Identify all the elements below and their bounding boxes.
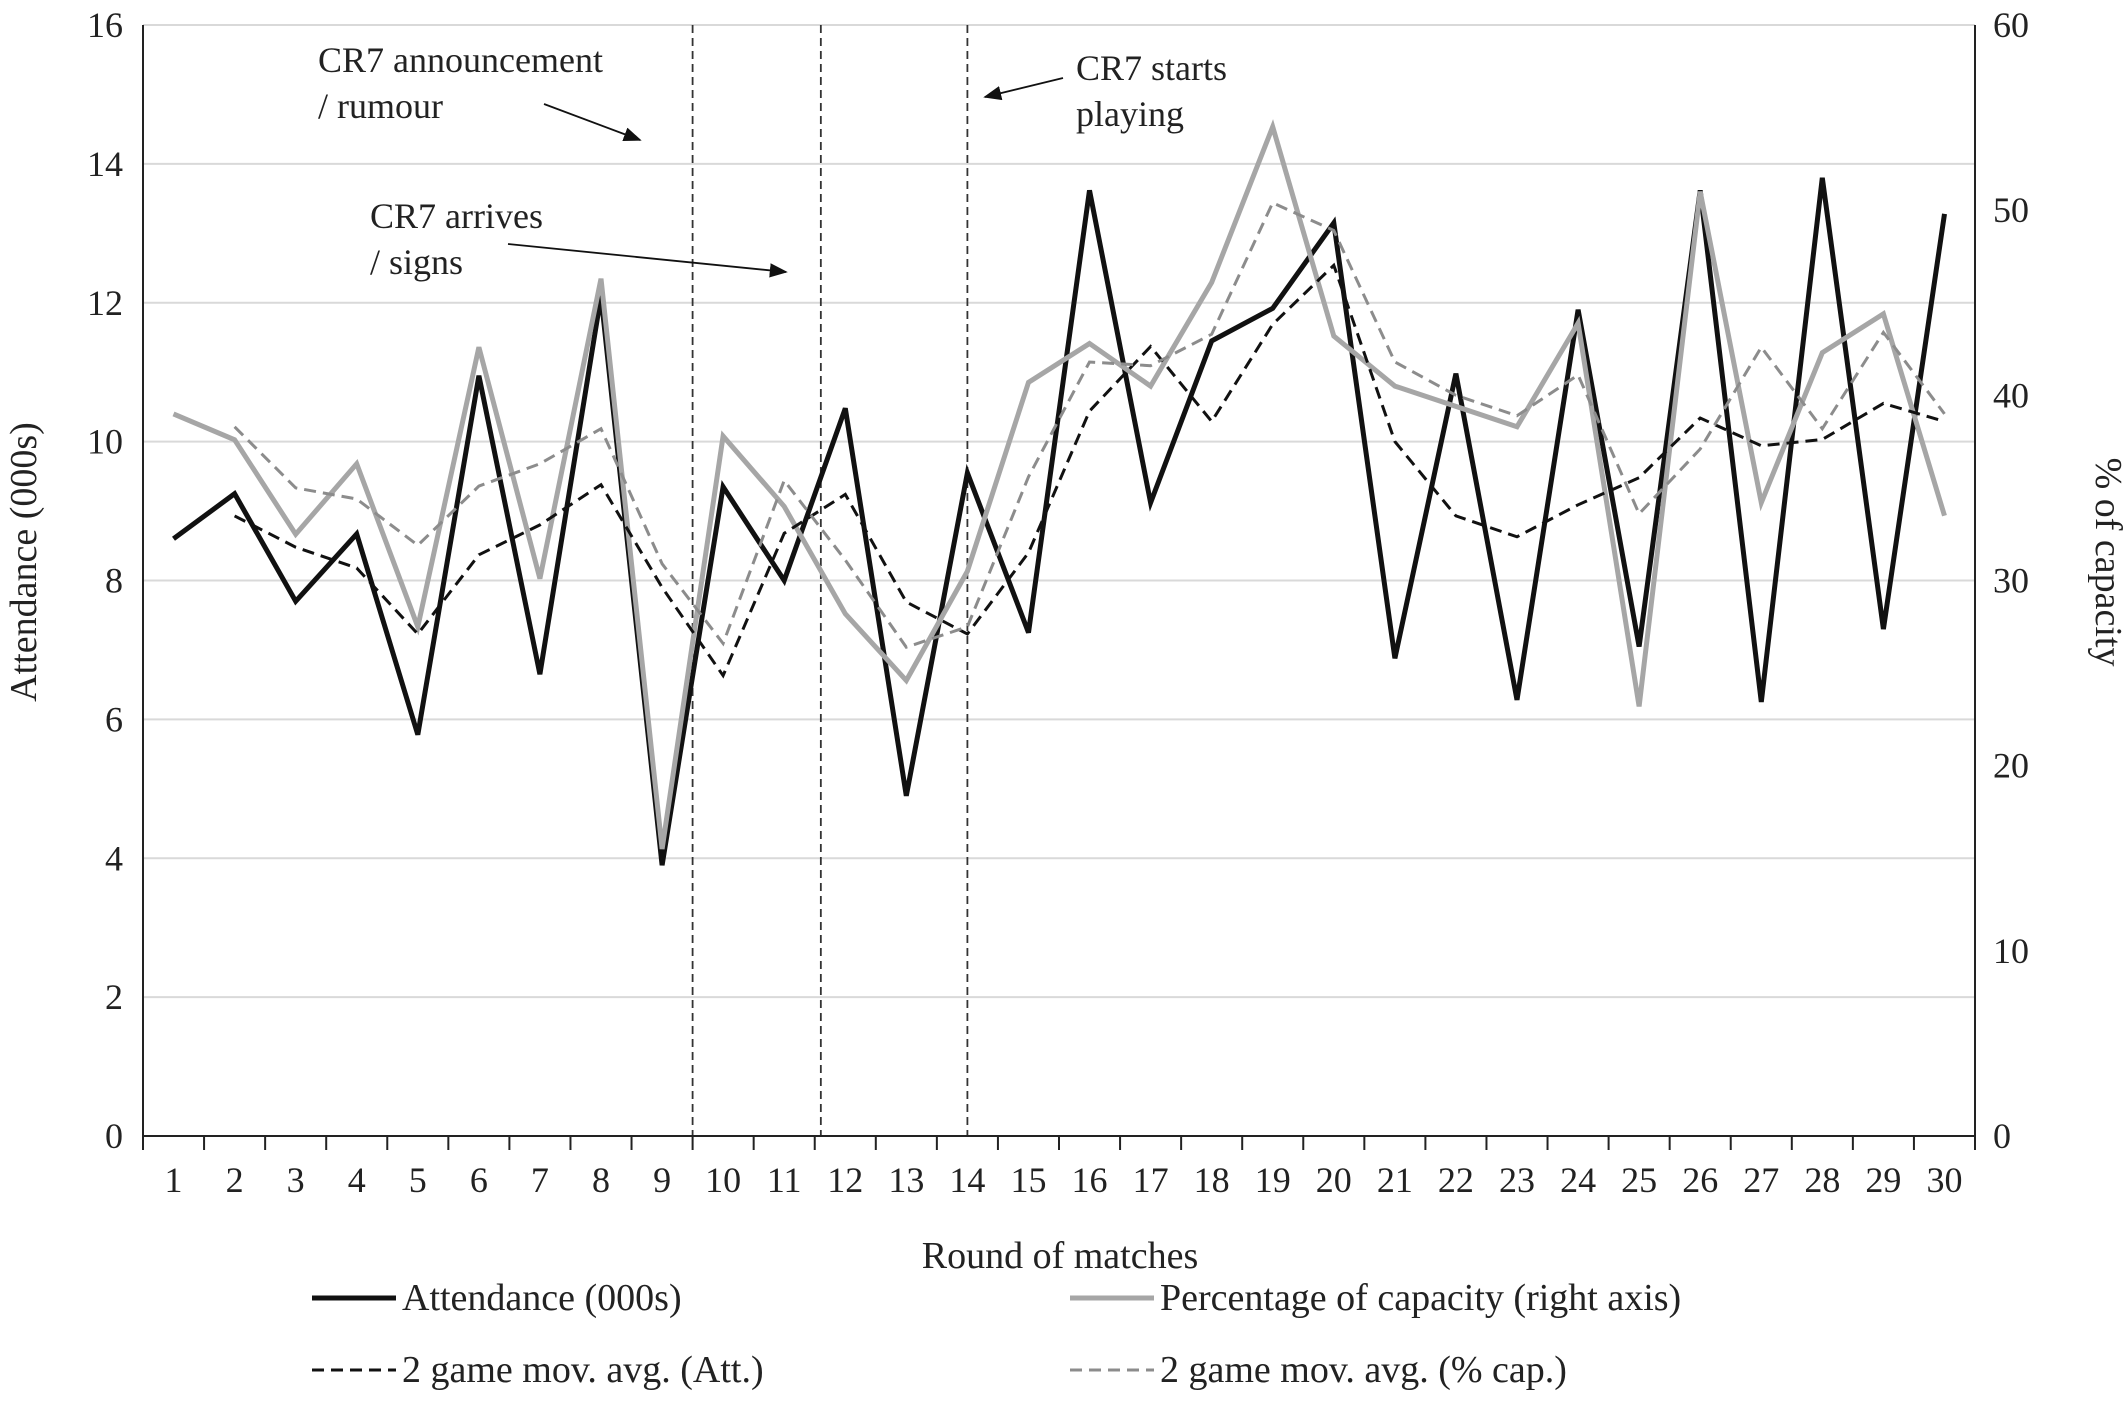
annotation-text-1-1: / signs: [370, 242, 463, 282]
x-tick-label: 28: [1804, 1160, 1840, 1200]
x-tick-label: 21: [1377, 1160, 1413, 1200]
y-tick-label: 6: [105, 699, 123, 739]
annotation-arrow-0: [543, 103, 642, 142]
x-tick-label: 26: [1682, 1160, 1718, 1200]
annotation-text-2-0: CR7 starts: [1076, 48, 1227, 88]
legend-label-1: Percentage of capacity (right axis): [1160, 1277, 1681, 1319]
series-line-3: [233, 200, 1946, 649]
annotations: CR7 announcement / rumour CR7 arrives / sig…: [318, 40, 1227, 282]
x-tick-label: 27: [1743, 1160, 1779, 1200]
series-line-2: [233, 262, 1945, 679]
annotation-text-2-1: playing: [1076, 94, 1184, 134]
series-line-0: [172, 177, 1947, 866]
x-tick-label: 8: [592, 1160, 610, 1200]
y-tick-label: 4: [105, 838, 123, 878]
x-tick-label: 11: [767, 1160, 802, 1200]
x-tick-label: 5: [409, 1160, 427, 1200]
annotation-text-0-1: / rumour: [318, 86, 443, 126]
x-tick-label: 19: [1255, 1160, 1291, 1200]
y-tick-label: 10: [87, 422, 123, 462]
x-tick-label: 29: [1865, 1160, 1901, 1200]
x-tick-label: 23: [1499, 1160, 1535, 1200]
y2-tick-label: 50: [1993, 190, 2029, 230]
x-tick-label: 4: [348, 1160, 366, 1200]
x-tick-label: 22: [1438, 1160, 1474, 1200]
legend: Attendance (000s) Percentage of capacity …: [312, 1277, 1681, 1391]
y2-tick-label: 30: [1993, 561, 2029, 601]
x-tick-label: 30: [1926, 1160, 1962, 1200]
x-tick-label: 24: [1560, 1160, 1596, 1200]
y2-tick-label: 0: [1993, 1116, 2011, 1156]
y2-tick-label: 60: [1993, 5, 2029, 45]
x-tick-label: 6: [470, 1160, 488, 1200]
x-tick-label: 14: [949, 1160, 985, 1200]
x-tick-label: 18: [1194, 1160, 1230, 1200]
y2-tick-label: 20: [1993, 746, 2029, 786]
annotation-text-1-0: CR7 arrives: [370, 196, 543, 236]
annotation-arrow-1: [507, 243, 788, 278]
x-tick-label: 10: [705, 1160, 741, 1200]
x-tick-label: 1: [165, 1160, 183, 1200]
y-tick-label: 2: [105, 977, 123, 1017]
x-tick-label: 15: [1010, 1160, 1046, 1200]
y2-tick-label: 10: [1993, 931, 2029, 971]
y2-axis-title: % of capacity: [2087, 458, 2128, 667]
legend-label-2: 2 game mov. avg. (Att.): [402, 1349, 764, 1391]
x-tick-label: 3: [287, 1160, 305, 1200]
x-tick-label: 17: [1133, 1160, 1169, 1200]
x-tick-label: 12: [827, 1160, 863, 1200]
annotation-text-0-0: CR7 announcement: [318, 40, 603, 80]
y-tick-label: 0: [105, 1116, 123, 1156]
series-line-1: [172, 119, 1947, 850]
y-tick-label: 12: [87, 283, 123, 323]
annotation-arrow-2: [983, 77, 1064, 101]
y-tick-label: 14: [87, 144, 123, 184]
x-tick-label: 7: [531, 1160, 549, 1200]
legend-label-0: Attendance (000s): [402, 1277, 682, 1319]
legend-label-3: 2 game mov. avg. (% cap.): [1160, 1349, 1567, 1391]
y-tick-label: 16: [87, 5, 123, 45]
x-tick-label: 9: [653, 1160, 671, 1200]
y-tick-label: 8: [105, 561, 123, 601]
x-tick-label: 16: [1072, 1160, 1108, 1200]
x-axis-title: Round of matches: [922, 1235, 1199, 1277]
x-tick-label: 20: [1316, 1160, 1352, 1200]
x-tick-label: 25: [1621, 1160, 1657, 1200]
series-lines: [172, 119, 1947, 866]
y2-tick-label: 40: [1993, 375, 2029, 415]
x-tick-label: 2: [226, 1160, 244, 1200]
y-axis-title: Attendance (000s): [3, 422, 45, 702]
event-markers: [691, 25, 969, 1136]
gridlines: [143, 24, 1975, 999]
x-tick-label: 13: [888, 1160, 924, 1200]
